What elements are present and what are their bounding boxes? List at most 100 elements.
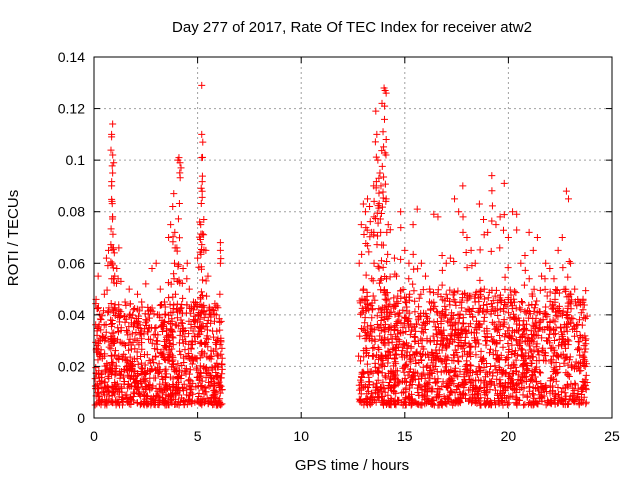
- data-point: [525, 301, 533, 309]
- data-point: [360, 353, 368, 361]
- data-point: [488, 303, 496, 311]
- data-point: [525, 314, 533, 322]
- data-point: [384, 384, 392, 392]
- data-point: [472, 351, 480, 359]
- data-point: [448, 332, 456, 340]
- data-point: [162, 311, 170, 319]
- data-point: [213, 399, 221, 407]
- data-point: [213, 373, 221, 381]
- data-point: [474, 308, 482, 316]
- data-point: [389, 345, 397, 353]
- data-point: [500, 179, 508, 187]
- data-point: [530, 368, 538, 376]
- data-point: [482, 341, 490, 349]
- data-point: [449, 311, 457, 319]
- data-point: [514, 327, 522, 335]
- data-point: [571, 397, 579, 405]
- data-point: [108, 244, 116, 252]
- data-point: [119, 398, 127, 406]
- data-point: [443, 400, 451, 408]
- data-point: [506, 286, 514, 294]
- data-point: [141, 377, 149, 385]
- data-point: [366, 233, 374, 241]
- data-point: [541, 285, 549, 293]
- data-point: [109, 264, 117, 272]
- data-point: [484, 228, 492, 236]
- data-point: [460, 373, 468, 381]
- data-point: [434, 213, 442, 221]
- data-point: [156, 366, 164, 374]
- data-point: [492, 340, 500, 348]
- data-point: [402, 378, 410, 386]
- data-point: [197, 369, 205, 377]
- data-point: [415, 303, 423, 311]
- data-point: [480, 215, 488, 223]
- data-point: [438, 266, 446, 274]
- data-point: [153, 340, 161, 348]
- data-point: [161, 303, 169, 311]
- data-point: [489, 297, 497, 305]
- data-point: [168, 399, 176, 407]
- data-point: [552, 311, 560, 319]
- data-point: [551, 330, 559, 338]
- data-point: [548, 359, 556, 367]
- data-point: [501, 273, 509, 281]
- data-point: [490, 381, 498, 389]
- data-point: [462, 249, 470, 257]
- data-point: [375, 279, 383, 287]
- data-point: [536, 286, 544, 294]
- data-point: [128, 330, 136, 338]
- data-point: [574, 385, 582, 393]
- data-point: [400, 388, 408, 396]
- data-point: [429, 289, 437, 297]
- data-point: [100, 352, 108, 360]
- data-point: [452, 301, 460, 309]
- data-point: [175, 398, 183, 406]
- data-point: [582, 287, 590, 295]
- data-point: [413, 348, 421, 356]
- data-point: [508, 351, 516, 359]
- data-point: [109, 151, 117, 159]
- data-point: [580, 301, 588, 309]
- data-point: [442, 352, 450, 360]
- data-point: [375, 174, 383, 182]
- data-point: [175, 368, 183, 376]
- data-point: [135, 307, 143, 315]
- data-point: [216, 389, 224, 397]
- data-point: [129, 306, 137, 314]
- chart-title: Day 277 of 2017, Rate Of TEC Index for r…: [172, 19, 532, 36]
- data-point: [176, 398, 184, 406]
- data-point: [418, 321, 426, 329]
- data-point: [474, 390, 482, 398]
- data-point: [109, 337, 117, 345]
- data-point: [567, 392, 575, 400]
- data-point: [482, 337, 490, 345]
- data-point: [375, 264, 383, 272]
- data-point: [108, 261, 116, 269]
- data-point: [466, 376, 474, 384]
- data-point: [151, 345, 159, 353]
- data-point: [198, 178, 206, 186]
- data-point: [444, 394, 452, 402]
- data-point: [450, 289, 458, 297]
- data-point: [203, 332, 211, 340]
- data-point: [357, 221, 365, 229]
- data-point: [543, 292, 551, 300]
- data-point: [456, 388, 464, 396]
- data-point: [165, 348, 173, 356]
- data-point: [489, 336, 497, 344]
- data-point: [471, 390, 479, 398]
- data-point: [518, 346, 526, 354]
- data-point: [107, 258, 115, 266]
- data-point: [201, 384, 209, 392]
- data-point: [411, 297, 419, 305]
- data-point: [100, 290, 108, 298]
- data-point: [210, 387, 218, 395]
- data-point: [562, 323, 570, 331]
- data-point: [442, 383, 450, 391]
- data-point: [198, 291, 206, 299]
- data-point: [528, 292, 536, 300]
- data-point: [401, 363, 409, 371]
- data-point: [188, 360, 196, 368]
- data-point: [124, 331, 132, 339]
